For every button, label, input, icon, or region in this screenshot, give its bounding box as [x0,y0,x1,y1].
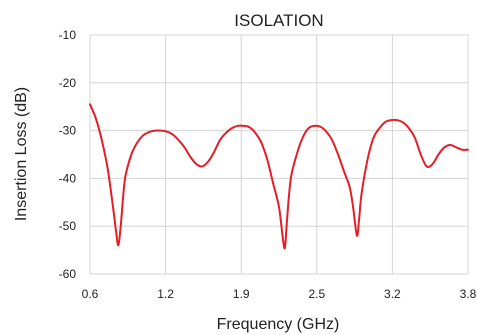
y-tick-label: -60 [59,267,77,281]
y-tick-label: -50 [59,219,77,233]
x-tick-labels: 0.6 1.2 1.9 2.5 3.2 3.8 [82,287,477,301]
x-tick-label: 1.2 [157,287,174,301]
series-lines [89,103,469,250]
grid-lines [89,34,469,275]
x-tick-label: 1.9 [233,287,250,301]
x-axis-label: Frequency (GHz) [217,316,340,333]
chart-title: ISOLATION [234,11,323,30]
x-tick-label: 3.2 [384,287,401,301]
x-tick-label: 3.8 [460,287,477,301]
y-tick-label: -20 [59,76,77,90]
y-tick-label: -40 [59,171,77,185]
isolation-series-line [89,103,469,250]
x-tick-label: 0.6 [82,287,99,301]
y-axis-label: Insertion Loss (dB) [13,87,30,221]
y-tick-labels: -10 -20 -30 -40 -50 -60 [59,28,77,281]
y-tick-label: -30 [59,124,77,138]
x-tick-label: 2.5 [308,287,325,301]
y-tick-label: -10 [59,28,77,42]
